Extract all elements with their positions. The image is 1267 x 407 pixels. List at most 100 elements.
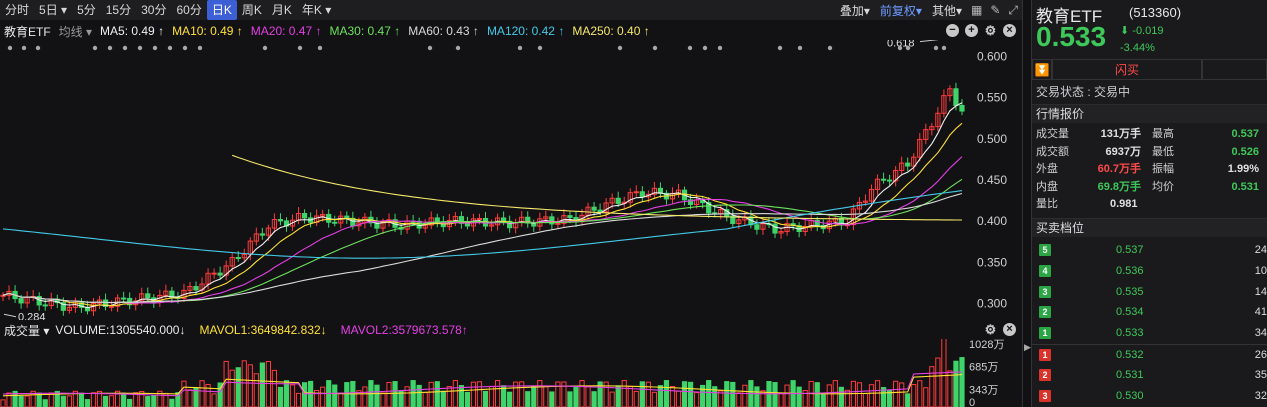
volume-bar bbox=[428, 381, 434, 407]
volume-bar bbox=[289, 384, 296, 407]
candle-body bbox=[778, 231, 784, 234]
sell-level-row[interactable]: 3 0.535 14 bbox=[1032, 282, 1267, 302]
settings-icon[interactable]: ⚙ bbox=[984, 23, 997, 38]
other-menu[interactable]: 其他▾ bbox=[931, 3, 962, 18]
volume-bar bbox=[917, 380, 923, 407]
buy-level-row[interactable]: 3 0.530 32 bbox=[1032, 386, 1267, 406]
volume-bar bbox=[537, 380, 543, 407]
sell-level-row[interactable]: 4 0.536 10 bbox=[1032, 261, 1267, 281]
volume-settings-icon[interactable]: ⚙ bbox=[984, 322, 997, 337]
expand-icon[interactable]: ⏬ bbox=[1032, 59, 1052, 80]
ma-line bbox=[2, 156, 963, 304]
volume-bar bbox=[651, 391, 658, 407]
event-dot bbox=[537, 45, 543, 51]
volume-bar bbox=[681, 381, 688, 407]
volume-title[interactable]: 成交量 ▾ bbox=[4, 323, 50, 338]
sell-level-row[interactable]: 1 0.533 34 bbox=[1032, 323, 1267, 343]
tab-period-9[interactable]: 年K ▾ bbox=[301, 3, 332, 17]
volume-bar bbox=[217, 382, 223, 407]
candle-body bbox=[886, 179, 893, 182]
tab-period-4[interactable]: 30分 bbox=[141, 3, 167, 17]
action-spare[interactable] bbox=[1202, 59, 1267, 80]
volume-close-icon[interactable]: × bbox=[1003, 323, 1016, 336]
sell-level-row[interactable]: 2 0.534 41 bbox=[1032, 302, 1267, 322]
sell-level-row[interactable]: 5 0.537 24 bbox=[1032, 240, 1267, 260]
stat-label: 均价 bbox=[1152, 180, 1174, 193]
volume-bar bbox=[609, 391, 615, 407]
market-title: 行情报价 bbox=[1032, 104, 1267, 123]
level-badge: 2 bbox=[1039, 368, 1051, 381]
close-icon[interactable]: × bbox=[1003, 24, 1016, 37]
candle-body bbox=[223, 265, 229, 276]
volume-bar bbox=[356, 390, 362, 407]
level-price: 0.531 bbox=[1116, 368, 1144, 381]
tab-period-3[interactable]: 15分 bbox=[105, 3, 132, 17]
volume-bar bbox=[386, 381, 392, 407]
panel-splitter[interactable] bbox=[1022, 0, 1032, 407]
tab-period-2[interactable]: 5分 bbox=[77, 3, 96, 17]
candle-body bbox=[953, 88, 959, 106]
volume-bar bbox=[899, 382, 905, 407]
level-volume: 32 bbox=[1254, 389, 1267, 402]
quote-panel: 教育ETF (513360) 0.533 ⬇ -0.019 -3.44% ⏬ 闪… bbox=[1032, 0, 1267, 407]
volume-bar bbox=[693, 392, 700, 407]
buy-level-row[interactable]: 2 0.531 35 bbox=[1032, 365, 1267, 385]
stat-value: 0.526 bbox=[1231, 145, 1259, 158]
candle-body bbox=[488, 224, 495, 227]
volume-bar bbox=[6, 392, 12, 407]
overlay-menu[interactable]: 叠加▾ bbox=[839, 3, 870, 18]
candlestick-chart[interactable]: 0.600 0.550 0.500 0.450 0.400 0.350 0.300 0.618… bbox=[0, 40, 1022, 320]
volume-bar bbox=[440, 390, 446, 407]
buy-level-row[interactable]: 1 0.532 26 bbox=[1032, 344, 1267, 364]
tab-period-5[interactable]: 60分 bbox=[176, 3, 202, 17]
grid-icon[interactable]: ▦ bbox=[970, 3, 983, 17]
event-dot bbox=[167, 45, 173, 51]
candle-body bbox=[917, 138, 923, 158]
ma-legend: 教育ETF 均线 ▾ MA5: 0.49 ↑ MA10: 0.49 ↑ MA20: … bbox=[0, 22, 658, 40]
collapse-arrow-icon[interactable]: ▶ bbox=[1024, 342, 1031, 352]
volume-bar bbox=[277, 386, 284, 407]
candle-body bbox=[947, 88, 953, 97]
volume-bar bbox=[181, 380, 187, 407]
volume-bar bbox=[102, 395, 109, 407]
high-pointer bbox=[919, 40, 939, 43]
volume-bar bbox=[802, 390, 808, 407]
volume-bar bbox=[332, 384, 338, 407]
level-volume: 26 bbox=[1254, 349, 1267, 361]
level-badge: 1 bbox=[1039, 349, 1051, 361]
zoom-in-icon[interactable]: + bbox=[965, 24, 978, 37]
flash-buy-button[interactable]: 闪买 bbox=[1052, 59, 1202, 80]
tab-period-6[interactable]: 日K bbox=[206, 0, 237, 20]
volume-bar bbox=[199, 380, 205, 407]
volume-bar bbox=[362, 386, 368, 407]
volume-bar bbox=[470, 381, 477, 407]
tab-period-7[interactable]: 周K bbox=[241, 3, 262, 17]
candle-body bbox=[507, 220, 513, 229]
price-change: ⬇ -0.019 bbox=[1120, 25, 1164, 37]
event-dot bbox=[152, 45, 158, 51]
fullscreen-icon[interactable]: ⤢ bbox=[1008, 2, 1018, 17]
tab-period-1[interactable]: 5日 ▾ bbox=[39, 3, 68, 17]
candle-body bbox=[60, 302, 66, 311]
volume-bar bbox=[844, 389, 851, 407]
volume-bar bbox=[66, 395, 72, 407]
tab-period-8[interactable]: 月K bbox=[271, 3, 292, 17]
volume-bar bbox=[476, 381, 483, 407]
stat-value: 6937万 bbox=[1105, 145, 1141, 158]
avg-line-menu[interactable]: 均线 ▾ bbox=[58, 24, 93, 39]
volume-bar bbox=[235, 367, 241, 407]
tab-period-0[interactable]: 分时 bbox=[5, 3, 30, 17]
volume-bar bbox=[657, 385, 664, 407]
candle-body bbox=[609, 197, 615, 204]
candle-body bbox=[880, 178, 887, 181]
volume-bar bbox=[627, 385, 633, 407]
adjust-menu[interactable]: 前复权▾ bbox=[879, 3, 922, 18]
pen-icon[interactable]: ✎ bbox=[990, 3, 1001, 17]
event-dot bbox=[687, 45, 693, 51]
volume-bar bbox=[187, 389, 193, 407]
volume-tick: 685万 bbox=[969, 362, 998, 374]
candle-body bbox=[121, 297, 127, 300]
candle-body bbox=[603, 202, 609, 213]
zoom-out-icon[interactable]: − bbox=[946, 24, 959, 37]
